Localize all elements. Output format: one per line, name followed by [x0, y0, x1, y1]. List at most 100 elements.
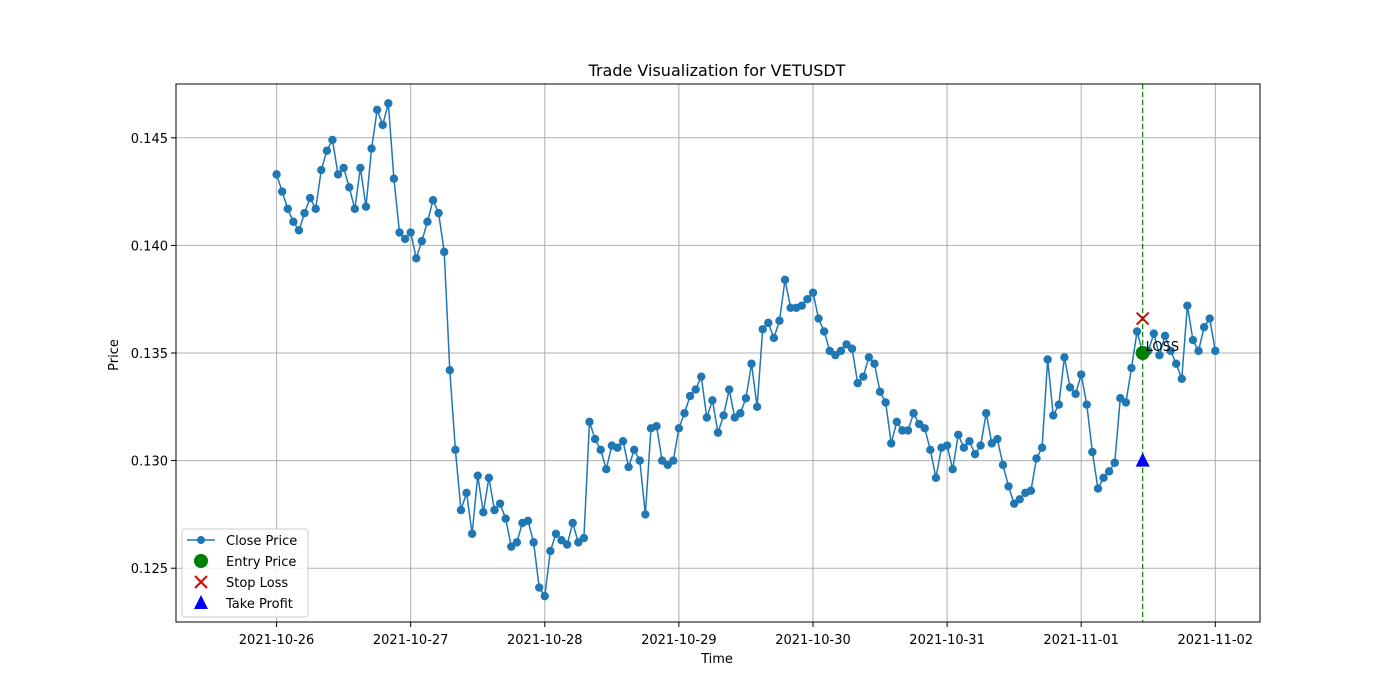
data-point: [546, 546, 555, 556]
data-point: [277, 187, 287, 196]
data-point: [881, 398, 890, 407]
data-point: [819, 327, 829, 336]
data-point: [1205, 314, 1214, 323]
data-point: [1004, 482, 1013, 491]
data-point: [697, 372, 706, 381]
data-point: [954, 430, 963, 439]
data-point: [641, 510, 650, 519]
data-point: [1121, 398, 1131, 407]
data-point: [769, 333, 779, 343]
data-point: [428, 196, 438, 205]
data-point: [836, 346, 846, 356]
data-point: [613, 443, 622, 452]
data-point: [406, 228, 415, 237]
data-point: [1071, 389, 1080, 399]
data-point: [384, 99, 393, 108]
data-point: [629, 445, 639, 455]
x-tick-label: 2021-10-29: [641, 633, 717, 648]
data-point: [1043, 355, 1052, 364]
y-tick-label: 0.125: [131, 562, 168, 577]
data-point: [1171, 359, 1181, 368]
data-point: [752, 402, 762, 411]
x-tick-label: 2021-10-31: [909, 633, 985, 648]
data-point: [892, 417, 902, 427]
data-point: [764, 318, 773, 328]
data-point: [1127, 363, 1136, 373]
data-point: [1088, 447, 1097, 457]
data-point: [1177, 374, 1186, 384]
data-point: [719, 411, 728, 420]
data-point: [300, 208, 309, 218]
data-point: [736, 409, 745, 418]
data-point: [780, 275, 790, 285]
data-point: [294, 226, 304, 235]
data-point: [853, 378, 862, 388]
legend-entry-swatch: [194, 554, 208, 568]
data-point: [674, 424, 684, 433]
data-point: [1194, 346, 1203, 356]
chart-title: Trade Visualization for VETUSDT: [588, 61, 846, 80]
data-point: [579, 533, 589, 543]
data-point: [283, 204, 292, 214]
data-point: [1082, 400, 1091, 409]
data-point: [495, 499, 505, 508]
data-point: [1110, 458, 1119, 467]
data-point: [618, 437, 628, 446]
data-point: [473, 471, 482, 480]
data-point: [440, 247, 449, 257]
plot-frame: [175, 83, 1261, 623]
take-profit-marker: [1135, 452, 1150, 467]
data-point: [1160, 331, 1170, 340]
data-point: [602, 465, 611, 474]
data-point: [417, 236, 427, 246]
data-point: [982, 409, 991, 418]
data-point: [1166, 346, 1175, 356]
data-point: [372, 105, 382, 115]
data-point: [350, 204, 360, 214]
data-point: [412, 254, 421, 263]
data-point: [887, 439, 896, 448]
stop-loss-marker: [1135, 311, 1150, 326]
data-point: [1093, 484, 1103, 493]
data-point: [747, 359, 756, 368]
data-point: [540, 591, 549, 601]
data-point: [652, 421, 661, 431]
data-point: [400, 234, 410, 244]
y-tick-label: 0.130: [131, 455, 168, 470]
y-tick-label: 0.140: [131, 239, 168, 254]
data-point: [942, 441, 952, 450]
data-point: [1183, 301, 1192, 310]
data-point: [311, 204, 320, 214]
data-point: [1132, 327, 1142, 336]
data-point: [289, 217, 298, 226]
data-point: [445, 366, 454, 375]
data-point: [741, 393, 751, 403]
series-line: [275, 103, 1217, 599]
data-point: [624, 462, 633, 472]
data-point: [328, 135, 337, 145]
data-point: [345, 183, 354, 192]
data-point: [501, 514, 510, 523]
data-point: [333, 170, 343, 179]
data-point: [529, 538, 538, 547]
data-point: [931, 473, 941, 483]
legend: Close Price Entry Price Stop Loss Take Prof…: [181, 528, 309, 618]
data-point: [993, 434, 1002, 444]
data-point: [1026, 486, 1036, 495]
data-point: [1199, 322, 1209, 332]
data-point: [551, 529, 561, 538]
data-point: [808, 288, 818, 297]
data-point: [680, 409, 689, 418]
x-tick-label: 2021-10-28: [507, 633, 583, 648]
data-point: [590, 434, 600, 444]
data-point: [959, 443, 969, 452]
data-point: [920, 424, 929, 433]
legend-label: Take Profit: [225, 597, 293, 612]
data-point: [1076, 370, 1086, 379]
data-point: [859, 372, 868, 381]
data-point: [534, 583, 544, 592]
data-point: [1037, 443, 1047, 452]
data-point: [814, 314, 823, 323]
data-point: [1054, 400, 1064, 409]
data-point: [1211, 346, 1220, 356]
